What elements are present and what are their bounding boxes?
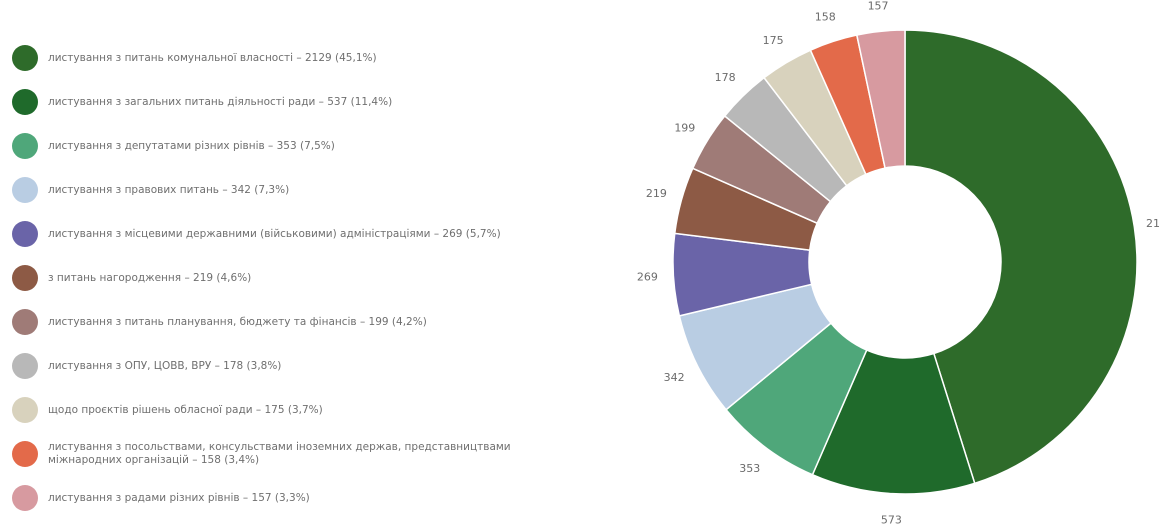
legend-swatch — [12, 397, 38, 423]
legend-swatch — [12, 89, 38, 115]
slice-value-label: 157 — [868, 0, 889, 12]
slice-value-label: 219 — [646, 187, 667, 200]
donut-chart: 2129 573 353 342 269 219 199 178 175 158 157 — [637, 0, 1160, 527]
legend-swatch — [12, 45, 38, 71]
slice-value-label: 2129 — [1146, 217, 1160, 230]
slice-value-label: 199 — [674, 122, 695, 135]
legend-swatch — [12, 309, 38, 335]
legend-item: щодо проєктів рішень обласної ради – 175… — [12, 392, 572, 428]
legend-swatch — [12, 133, 38, 159]
slice-value-label: 158 — [815, 11, 836, 24]
legend-label: листування з правових питань – 342 (7,3%… — [48, 183, 290, 196]
legend-swatch — [12, 485, 38, 511]
donut-slice — [904, 29, 1138, 485]
slice-value-label: 573 — [881, 514, 902, 527]
legend-item: листування з загальних питань діяльності… — [12, 84, 572, 120]
legend-item: листування з місцевими державними (війсь… — [12, 216, 572, 252]
legend-label: листування з посольствами, консульствами… — [48, 441, 511, 466]
legend-item: з питань нагородження – 219 (4,6%) — [12, 260, 572, 296]
legend-swatch — [12, 441, 38, 467]
legend-label: листування з загальних питань діяльності… — [48, 95, 393, 108]
legend-swatch — [12, 177, 38, 203]
legend-swatch — [12, 221, 38, 247]
legend-label: з питань нагородження – 219 (4,6%) — [48, 271, 252, 284]
slice-value-label: 342 — [664, 371, 685, 384]
legend-item: листування з депутатами різних рівнів – … — [12, 128, 572, 164]
legend-label: листування з радами різних рівнів – 157 … — [48, 491, 310, 504]
donut-slice — [855, 29, 906, 169]
legend-label: листування з ОПУ, ЦОВВ, ВРУ – 178 (3,8%) — [48, 359, 282, 372]
legend-label: листування з місцевими державними (війсь… — [48, 227, 501, 240]
slice-value-label: 178 — [715, 71, 736, 84]
legend-item: листування з правових питань – 342 (7,3%… — [12, 172, 572, 208]
legend-item: листування з питань планування, бюджету … — [12, 304, 572, 340]
legend-item: листування з посольствами, консульствами… — [12, 436, 572, 472]
chart-legend: листування з питань комунальної власност… — [12, 40, 572, 524]
legend-item: листування з радами різних рівнів – 157 … — [12, 480, 572, 516]
legend-swatch — [12, 265, 38, 291]
slice-value-label: 175 — [763, 34, 784, 47]
slice-value-label: 269 — [637, 270, 658, 283]
legend-item: листування з питань комунальної власност… — [12, 40, 572, 76]
legend-swatch — [12, 353, 38, 379]
legend-label: листування з питань комунальної власност… — [48, 51, 377, 64]
legend-label: щодо проєктів рішень обласної ради – 175… — [48, 403, 323, 416]
legend-label: листування з питань планування, бюджету … — [48, 315, 427, 328]
slice-value-label: 353 — [739, 462, 760, 475]
legend-label: листування з депутатами різних рівнів – … — [48, 139, 335, 152]
legend-item: листування з ОПУ, ЦОВВ, ВРУ – 178 (3,8%) — [12, 348, 572, 384]
donut-slice — [811, 349, 976, 495]
